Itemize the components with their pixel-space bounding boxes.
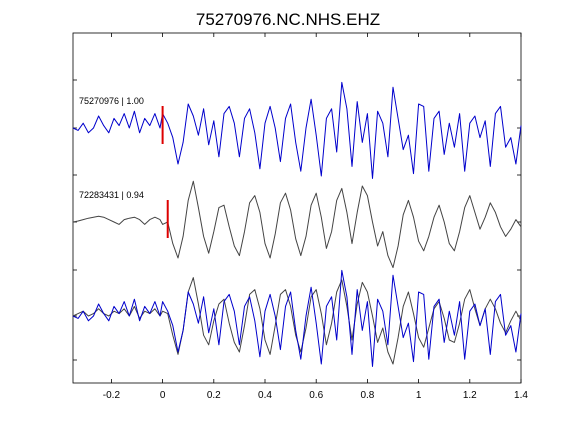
x-tick-label: 0.6	[309, 390, 323, 401]
trace-panels: 75270976 | 1.00 72283431 | 0.94	[72, 81, 522, 367]
waveform-trace	[72, 180, 522, 269]
waveform-trace	[72, 269, 522, 367]
trace-panel-3	[72, 269, 522, 367]
x-tick-label: 1.2	[463, 390, 477, 401]
trace-panel-1: 75270976 | 1.00	[72, 81, 522, 179]
trace-label: 75270976 | 1.00	[79, 96, 144, 106]
x-tick-label: 0.2	[207, 390, 221, 401]
x-tick-label: 0	[160, 390, 166, 401]
x-tick-label: 0.4	[258, 390, 272, 401]
waveform-trace	[72, 81, 522, 179]
trace-panel-2: 72283431 | 0.94	[72, 180, 522, 269]
plot-frame	[72, 32, 522, 384]
x-axis: -0.2 0 0.2 0.4 0.6 0.8 1 1.2 1.4	[103, 33, 528, 401]
x-tick-label: 1	[416, 390, 422, 401]
x-tick-label: 1.4	[514, 390, 528, 401]
waveform-trace	[72, 277, 522, 365]
x-tick-label: 0.8	[360, 390, 374, 401]
x-tick-label: -0.2	[103, 390, 121, 401]
chart-title: 75270976.NC.NHS.EHZ	[196, 10, 380, 29]
trace-label: 72283431 | 0.94	[79, 190, 144, 200]
